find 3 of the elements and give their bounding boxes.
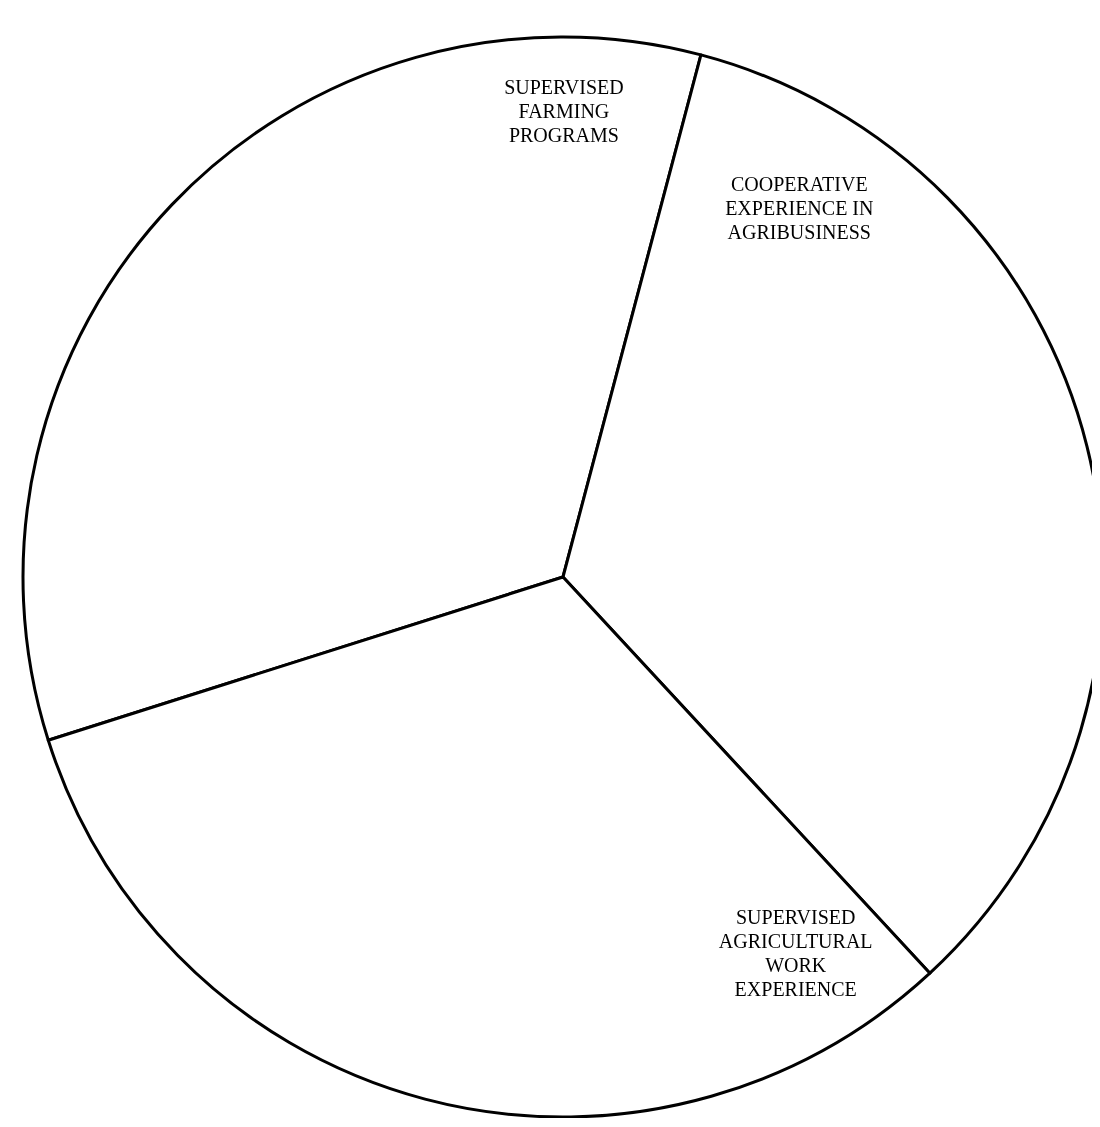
slice-label: SUPERVISED AGRICULTURAL WORK EXPERIENCE (718, 906, 873, 1001)
slice-label: SUPERVISED FARMING PROGRAMS (504, 76, 624, 146)
slice-label: COOPERATIVE EXPERIENCE IN AGRIBUSINESS (725, 173, 874, 244)
